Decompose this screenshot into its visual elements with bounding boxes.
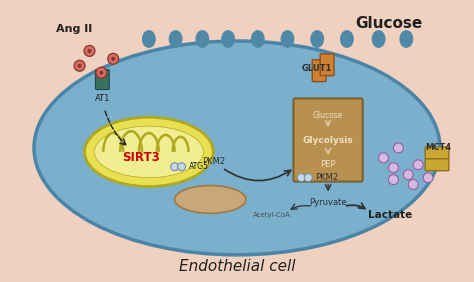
FancyBboxPatch shape — [320, 54, 334, 76]
Ellipse shape — [84, 117, 213, 187]
FancyBboxPatch shape — [425, 159, 449, 171]
Text: Glycolysis: Glycolysis — [303, 136, 354, 144]
Ellipse shape — [195, 30, 210, 48]
Text: PEP: PEP — [320, 160, 336, 169]
Ellipse shape — [174, 186, 246, 213]
Text: Acetyl-CoA: Acetyl-CoA — [253, 212, 291, 218]
Text: Ang II: Ang II — [55, 24, 92, 34]
Text: Lactate: Lactate — [368, 210, 412, 220]
Text: PKM2: PKM2 — [202, 157, 226, 166]
Text: Pyruvate: Pyruvate — [309, 198, 347, 207]
Circle shape — [171, 163, 179, 171]
FancyBboxPatch shape — [425, 147, 449, 159]
Ellipse shape — [372, 30, 385, 48]
Text: Glucose: Glucose — [355, 16, 422, 31]
Ellipse shape — [400, 30, 413, 48]
Ellipse shape — [221, 30, 235, 48]
Circle shape — [96, 67, 107, 78]
Circle shape — [88, 49, 91, 53]
Text: Glucose: Glucose — [313, 111, 343, 120]
Circle shape — [379, 153, 389, 163]
Ellipse shape — [94, 126, 203, 178]
Circle shape — [78, 64, 82, 68]
Circle shape — [304, 174, 312, 182]
Circle shape — [297, 174, 305, 182]
Text: MCT4: MCT4 — [425, 144, 451, 153]
Text: PKM2: PKM2 — [315, 173, 338, 182]
Ellipse shape — [340, 30, 354, 48]
Text: AT1: AT1 — [95, 94, 110, 103]
Ellipse shape — [281, 30, 294, 48]
Circle shape — [403, 170, 413, 180]
FancyBboxPatch shape — [95, 70, 109, 89]
Text: GLUT1: GLUT1 — [302, 64, 332, 73]
Ellipse shape — [251, 30, 264, 48]
FancyBboxPatch shape — [293, 98, 363, 182]
Ellipse shape — [142, 30, 156, 48]
Text: ATG5: ATG5 — [189, 162, 209, 171]
Circle shape — [393, 143, 403, 153]
Circle shape — [423, 173, 433, 182]
Circle shape — [100, 71, 103, 75]
Ellipse shape — [310, 30, 324, 48]
Text: Endothelial cell: Endothelial cell — [179, 259, 295, 274]
Ellipse shape — [169, 30, 182, 48]
Circle shape — [111, 57, 115, 61]
Circle shape — [408, 180, 418, 190]
Circle shape — [178, 163, 185, 171]
Text: SIRT3: SIRT3 — [122, 151, 160, 164]
Circle shape — [389, 175, 398, 184]
Circle shape — [74, 60, 85, 71]
Ellipse shape — [34, 41, 440, 255]
Circle shape — [108, 53, 118, 64]
Circle shape — [389, 163, 398, 173]
Circle shape — [413, 160, 423, 170]
FancyBboxPatch shape — [312, 60, 326, 81]
Circle shape — [84, 45, 95, 56]
